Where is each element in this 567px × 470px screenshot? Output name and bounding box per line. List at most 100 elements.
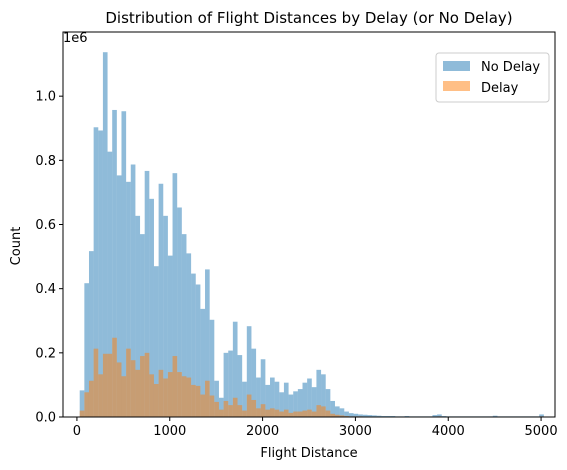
x-axis-label: Flight Distance bbox=[260, 446, 357, 461]
histogram-bar bbox=[181, 376, 187, 417]
histogram-bar bbox=[121, 111, 127, 417]
histogram-bar bbox=[372, 415, 377, 417]
histogram-bar bbox=[135, 215, 141, 417]
histogram-bar bbox=[130, 164, 136, 417]
histogram-bar bbox=[288, 394, 294, 417]
histogram-bar bbox=[98, 374, 103, 417]
histogram-bar bbox=[311, 387, 317, 417]
histogram-bar bbox=[334, 414, 340, 417]
x-axis-ticks: 0 1000 2000 3000 4000 5000 bbox=[73, 417, 558, 439]
histogram-bar bbox=[339, 415, 345, 417]
histogram-bar bbox=[279, 392, 284, 417]
histogram-bar bbox=[84, 392, 89, 417]
histogram-bar bbox=[121, 376, 127, 417]
histogram-bar bbox=[153, 383, 159, 417]
histogram-bar bbox=[246, 394, 252, 417]
histogram-bar bbox=[302, 410, 308, 417]
y-axis-ticks: 0.0 0.2 0.4 0.6 0.8 1.0 bbox=[35, 90, 63, 426]
histogram-bar bbox=[316, 405, 322, 417]
histogram-bar bbox=[307, 409, 312, 417]
y-tick-label: 0.0 bbox=[35, 411, 56, 426]
legend-swatch-no-delay bbox=[443, 61, 470, 71]
x-tick-label: 0 bbox=[73, 424, 81, 439]
y-tick-label: 0.8 bbox=[35, 154, 56, 169]
x-tick-label: 2000 bbox=[246, 424, 279, 439]
y-axis-offset-text: 1e6 bbox=[63, 31, 88, 46]
histogram-bar bbox=[205, 269, 210, 417]
histogram-bar bbox=[79, 410, 85, 417]
histogram-bars bbox=[79, 52, 544, 418]
histogram-bar bbox=[251, 399, 257, 417]
histogram-bar bbox=[177, 372, 182, 417]
histogram-bar bbox=[205, 380, 210, 417]
histogram-bar bbox=[209, 395, 215, 417]
histogram-bar bbox=[126, 348, 131, 417]
histogram-bar bbox=[112, 109, 117, 418]
histogram-bar bbox=[321, 374, 326, 417]
histogram-bar bbox=[167, 255, 173, 417]
histogram-bar bbox=[163, 215, 168, 417]
legend: No Delay Delay bbox=[435, 52, 550, 103]
histogram-bar bbox=[130, 360, 136, 417]
histogram-bar bbox=[274, 409, 280, 417]
histogram-bar bbox=[200, 308, 206, 417]
histogram-bar bbox=[330, 400, 335, 417]
histogram-bar bbox=[158, 369, 164, 417]
histogram-bar bbox=[297, 411, 303, 417]
histogram-bar bbox=[274, 381, 280, 417]
histogram-bar bbox=[334, 406, 340, 417]
histogram-bar bbox=[311, 411, 317, 417]
histogram-bar bbox=[432, 415, 438, 417]
histogram-bar bbox=[539, 414, 544, 417]
histogram-bar bbox=[260, 359, 266, 417]
histogram-bar bbox=[218, 397, 224, 417]
y-tick-label: 0.6 bbox=[35, 218, 56, 233]
histogram-bar bbox=[256, 377, 261, 417]
histogram-bar bbox=[297, 389, 303, 417]
x-tick-label: 5000 bbox=[525, 424, 558, 439]
histogram-bar bbox=[112, 337, 117, 417]
series-no-delay bbox=[79, 52, 544, 418]
histogram-bar bbox=[84, 283, 89, 417]
histogram-bar bbox=[116, 362, 122, 417]
histogram-bar bbox=[140, 234, 145, 417]
histogram-bar bbox=[348, 413, 354, 417]
histogram-bar bbox=[321, 406, 326, 417]
histogram-bar bbox=[214, 401, 219, 417]
histogram-bar bbox=[116, 175, 122, 417]
histogram-bar bbox=[144, 170, 150, 417]
histogram-bar bbox=[172, 356, 178, 417]
histogram-bar bbox=[242, 410, 247, 417]
y-tick-label: 0.4 bbox=[35, 282, 56, 297]
histogram-bar bbox=[167, 372, 173, 417]
histogram-bar bbox=[283, 382, 289, 417]
histogram-bar bbox=[195, 284, 201, 417]
histogram-bar bbox=[107, 151, 113, 417]
histogram-bar bbox=[135, 369, 141, 417]
histogram-bar bbox=[339, 408, 345, 417]
histogram-bar bbox=[237, 405, 243, 417]
histogram-bar bbox=[149, 198, 154, 417]
histogram-bar bbox=[140, 356, 145, 417]
histogram-bar bbox=[242, 381, 247, 417]
histogram-bar bbox=[302, 382, 308, 417]
histogram-bar bbox=[251, 348, 257, 417]
histogram-bar bbox=[288, 412, 294, 417]
x-tick-label: 4000 bbox=[432, 424, 465, 439]
histogram-bar bbox=[223, 400, 229, 417]
y-axis-label: Count bbox=[9, 227, 24, 266]
histogram-bar bbox=[256, 408, 261, 417]
histogram-bar bbox=[232, 321, 238, 417]
histogram-bar bbox=[376, 415, 382, 417]
histogram-bar bbox=[93, 127, 99, 417]
histogram-bar bbox=[223, 352, 229, 417]
histogram-bar bbox=[191, 384, 196, 417]
legend-swatch-delay bbox=[443, 81, 470, 91]
chart-title: Distribution of Flight Distances by Dela… bbox=[105, 9, 512, 27]
histogram-bar bbox=[330, 413, 335, 417]
y-tick-label: 1.0 bbox=[35, 90, 56, 105]
histogram-bar bbox=[214, 380, 219, 417]
histogram-bar bbox=[88, 251, 94, 417]
histogram-bar bbox=[293, 391, 298, 417]
